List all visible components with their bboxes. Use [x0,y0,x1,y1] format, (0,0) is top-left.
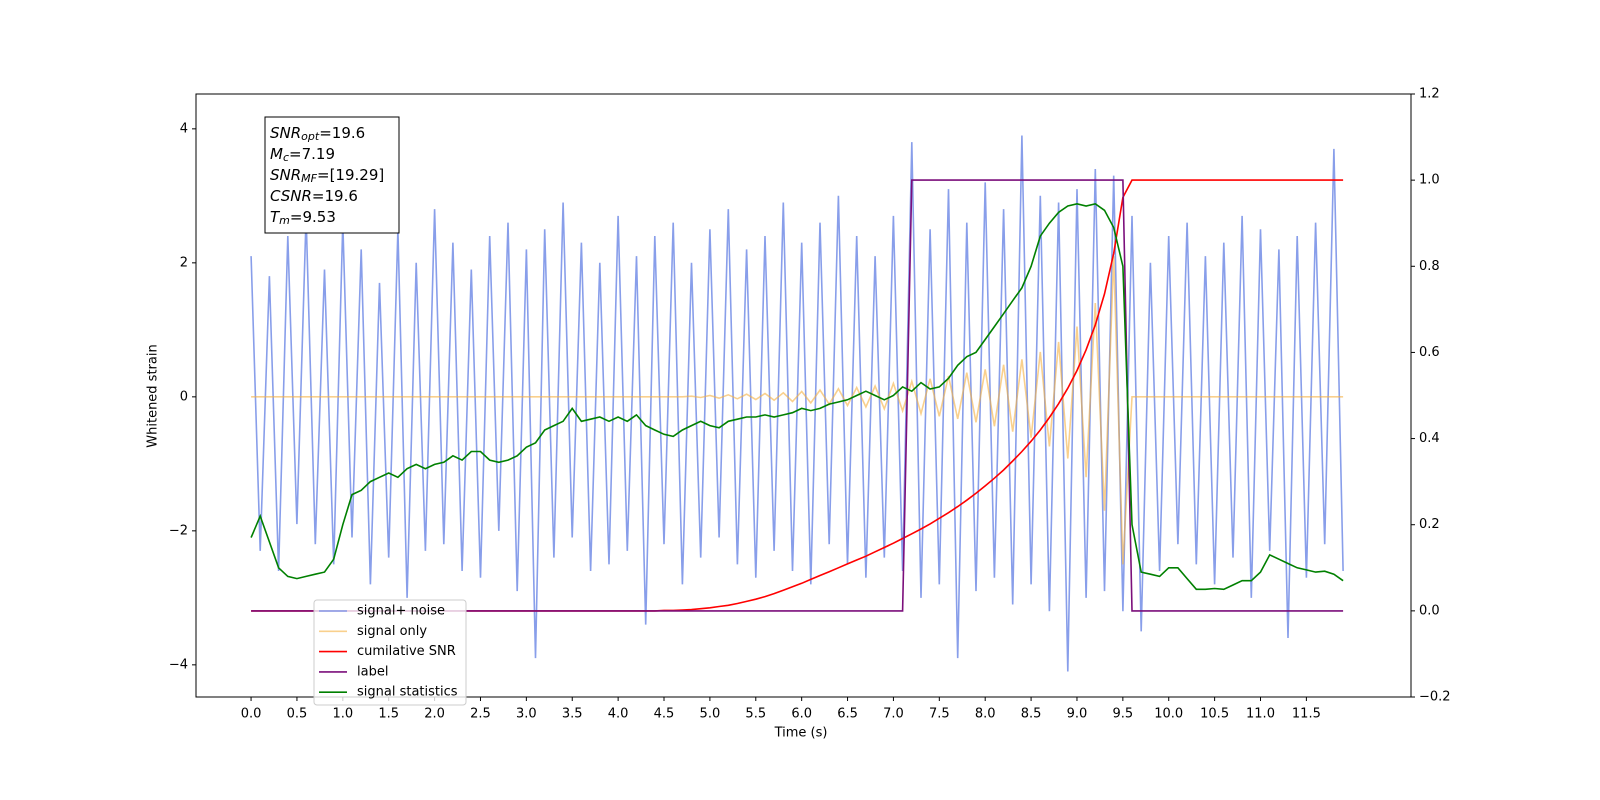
annotation-box [264,116,400,234]
legend: signal+ noise signal only cumilative SNR la… [313,599,467,706]
legend-label: signal statistics [357,685,458,700]
annotation-line: SNRopt=19.6 [270,124,365,144]
y-tick-label: 2 [180,255,188,270]
annotation-value: =[19.29] [317,166,384,184]
x-tick-label: 9.5 [1113,707,1134,722]
x-tick-label: 5.5 [745,707,766,722]
y2-tick-label: 0.0 [1419,603,1440,618]
x-tick-label: 2.0 [424,707,445,722]
x-tick-label: 1.0 [332,707,353,722]
x-tick-label: 0.5 [287,707,308,722]
legend-label: signal only [357,624,427,639]
annotation-sub: c [283,151,289,164]
y2-tick-label: 0.4 [1419,431,1440,446]
series-line [250,135,1344,672]
annotation: SNRopt=19.6Mc=7.19SNRMF=[19.29]CSNR=19.6… [264,116,400,234]
legend-label: cumilative SNR [357,644,456,659]
x-tick-label: 11.5 [1292,707,1321,722]
y-tick-label: −2 [169,523,188,538]
annotation-sub: m [279,214,290,227]
x-axis-label: Time (s) [774,726,828,741]
x-tick-label: 1.5 [378,707,399,722]
annotation-line: Tm=9.53 [270,208,336,228]
annotation-line: CSNR=19.6 [270,187,358,205]
x-tick-label: 0.0 [241,707,262,722]
x-tick-label: 5.0 [700,707,721,722]
annotation-base: T [270,208,281,226]
x-tick-label: 4.0 [608,707,629,722]
annotation-base: SNR [270,124,301,142]
annotation-value: =19.6 [319,124,365,142]
x-tick-label: 8.0 [975,707,996,722]
series-line [250,202,1344,591]
y2-tick-label: 1.0 [1419,173,1440,188]
legend-label: label [357,664,388,679]
annotation-base: SNR [270,166,301,184]
x-tick-label: 3.0 [516,707,537,722]
x-tick-label: 7.0 [883,707,904,722]
annotation-value: =7.19 [289,145,335,163]
y2-tick-label: 0.8 [1419,259,1440,274]
x-tick-label: 2.5 [470,707,491,722]
annotation-base: M [270,145,283,163]
x-tick-label: 6.5 [837,707,858,722]
x-tick-label: 8.5 [1021,707,1042,722]
y2-tick-label: 0.6 [1419,345,1440,360]
y-tick-label: 4 [180,121,188,136]
y2-tick-label: 1.2 [1419,87,1440,102]
y-tick-label: −4 [169,657,188,672]
x-tick-label: 3.5 [562,707,583,722]
x-tick-label: 4.5 [654,707,675,722]
annotation-base: CSNR [270,187,312,205]
annotation-value: =19.6 [312,187,358,205]
x-tick-label: 11.0 [1246,707,1275,722]
annotation-line: SNRMF=[19.29] [270,166,384,186]
annotation-sub: MF [301,172,317,185]
y-axis-label: Whitened strain [146,344,161,447]
y2-tick-label: 0.2 [1419,517,1440,532]
legend-box [313,599,467,706]
x-tick-label: 9.0 [1067,707,1088,722]
x-tick-label: 7.5 [929,707,950,722]
annotation-line: Mc=7.19 [270,145,335,165]
legend-label: signal+ noise [357,604,445,619]
series-line [251,256,1344,565]
annotation-value: =9.53 [290,208,336,226]
y2-tick-label: −0.2 [1419,690,1451,705]
x-tick-label: 6.0 [791,707,812,722]
y-tick-label: 0 [180,389,188,404]
annotation-sub: opt [301,130,320,143]
plot-frame [195,93,1412,698]
x-tick-label: 10.5 [1200,707,1229,722]
x-tick-label: 10.0 [1154,707,1183,722]
